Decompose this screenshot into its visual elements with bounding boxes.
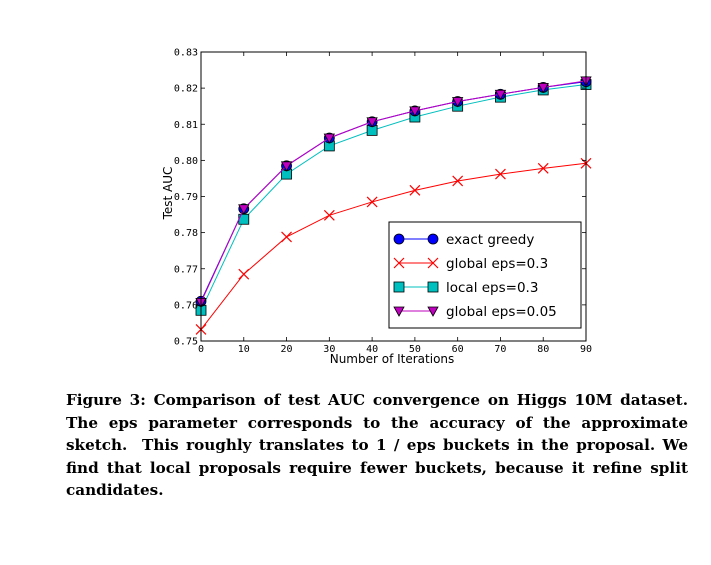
caption-line: Figure 3: Comparison of test AUC converg…	[66, 391, 509, 409]
legend-label: exact greedy	[446, 232, 534, 248]
x-tick-label: 0	[198, 344, 204, 355]
data-point	[238, 204, 250, 215]
data-point	[452, 175, 464, 187]
data-point	[495, 168, 506, 180]
y-tick-label: 0.81	[174, 120, 198, 131]
legend-marker	[393, 233, 405, 245]
data-point	[323, 209, 335, 221]
caption-line: We find that local proposals require few…	[66, 436, 694, 477]
legend: exact greedy global eps=0.3 local eps=0.3 g…	[388, 221, 582, 329]
data-point	[494, 89, 507, 101]
legend-entry: global eps=0.3	[393, 256, 548, 272]
y-tick-label: 0.80	[174, 156, 198, 167]
y-axis-title: Test AUC	[161, 167, 175, 221]
figure-caption: Figure 3: Comparison of test AUC converg…	[66, 389, 688, 502]
data-point	[366, 117, 378, 128]
caption-line: roughly translates to 1 / eps buckets in…	[186, 436, 656, 454]
caption-line: because it refine split candidates.	[66, 458, 694, 500]
legend-entry: global eps=0.05	[393, 304, 557, 320]
y-tick-label: 0.83	[174, 48, 198, 59]
data-point	[323, 133, 336, 144]
x-tick-label: 50	[409, 344, 421, 355]
caption-line: Higgs 10M dataset. The eps parameter cor…	[66, 391, 694, 432]
x-tick-label: 30	[323, 344, 335, 355]
series-layer	[195, 76, 592, 335]
series-global-eps-0-3	[195, 157, 592, 335]
legend-marker	[427, 306, 439, 317]
y-tick-label: 0.79	[174, 192, 198, 203]
auc-line-chart: 0 10 20 30 40 50 60 70 80 90 0.75 0.76 0.77 0.78 0.79 0…	[161, 48, 592, 367]
data-point	[238, 268, 250, 280]
legend-label: global eps=0.3	[446, 256, 548, 272]
x-tick-label: 60	[452, 344, 464, 355]
legend-box	[388, 221, 582, 329]
legend-label: local eps=0.3	[446, 280, 538, 296]
data-point	[409, 106, 421, 117]
legend-marker	[427, 233, 439, 245]
data-point	[280, 161, 293, 172]
legend-entry: exact greedy	[393, 232, 534, 248]
x-tick-label: 70	[494, 344, 506, 355]
y-tick-label: 0.82	[174, 84, 198, 95]
series-line	[200, 80, 587, 303]
axes-layer: 0 10 20 30 40 50 60 70 80 90 0.75 0.76 0.77 0.78 0.79 0…	[174, 48, 592, 356]
x-tick-label: 20	[281, 344, 293, 355]
data-point	[537, 162, 549, 174]
y-tick-label: 0.76	[174, 300, 198, 311]
legend-marker	[427, 257, 439, 269]
y-tick-label: 0.75	[174, 337, 198, 348]
x-axis-title: Number of Iterations	[330, 352, 455, 366]
x-tick-label: 90	[580, 344, 592, 355]
series-line	[200, 84, 587, 311]
series-line	[200, 162, 587, 330]
x-tick-label: 40	[366, 344, 378, 355]
auc-convergence-figure: 0 10 20 30 40 50 60 70 80 90 0.75 0.76 0.77 0.78 0.79 0…	[150, 38, 600, 368]
data-point	[366, 196, 378, 208]
data-point	[451, 97, 464, 108]
legend-marker	[393, 306, 405, 317]
legend-marker	[393, 281, 405, 293]
x-tick-label: 80	[537, 344, 549, 355]
data-point	[409, 184, 421, 196]
data-point	[281, 231, 292, 243]
legend-marker	[393, 257, 405, 269]
data-point	[537, 83, 549, 94]
y-tick-label: 0.78	[174, 228, 198, 239]
x-tick-label: 10	[238, 344, 250, 355]
y-tick-label: 0.77	[174, 264, 198, 275]
legend-label: global eps=0.05	[446, 304, 557, 320]
caption-line: to the accuracy of the approximate sketc…	[66, 413, 694, 455]
legend-marker	[427, 281, 439, 293]
legend-entry: local eps=0.3	[393, 280, 538, 296]
